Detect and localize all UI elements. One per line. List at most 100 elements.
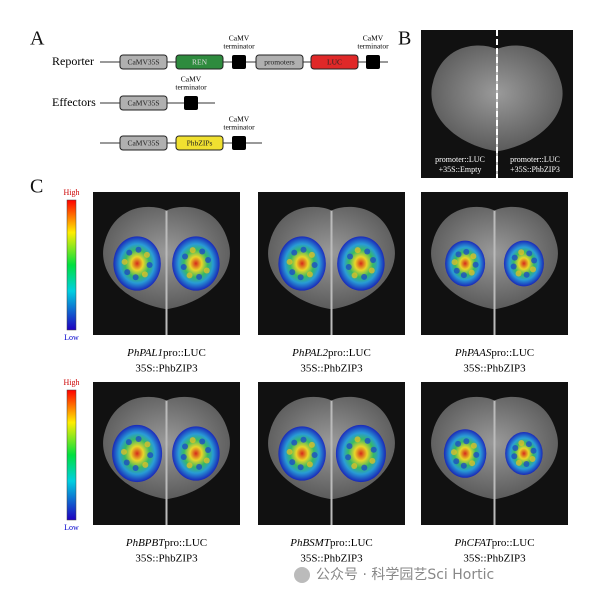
luminescence-speckle (518, 249, 525, 256)
construct-part (119, 95, 168, 111)
luminescence-speckle (180, 264, 187, 271)
construct-part (310, 54, 359, 70)
terminator-label: terminator (223, 42, 255, 51)
leaf-effector: 35S::PhbZIP3 (300, 553, 363, 565)
luminescence (278, 426, 326, 481)
luminescence-speckle (370, 256, 377, 263)
luminescence-speckle (364, 437, 371, 444)
luminescence-speckle (199, 248, 206, 255)
luminescence-speckle (345, 264, 352, 271)
luminescence-speckle (135, 436, 142, 443)
luminescence-speckle (132, 464, 139, 471)
luminescence-speckle (125, 439, 132, 446)
luminescence-speckle (291, 439, 298, 446)
caption: promoter::LUC (435, 155, 485, 164)
gene-name: PhPAL2 (291, 347, 328, 359)
luminescence-speckle (460, 272, 467, 279)
luminescence-speckle (186, 272, 193, 279)
part-label: CaMV35S (127, 139, 159, 148)
luminescence-speckle (472, 261, 479, 268)
terminator (232, 136, 246, 150)
luminescence (278, 236, 326, 291)
luminescence-speckle (144, 441, 151, 448)
row-label: Reporter (52, 54, 94, 68)
terminator-label: terminator (357, 42, 389, 51)
luminescence-speckle (460, 462, 467, 469)
luminescence-speckle (530, 447, 537, 454)
luminescence-speckle (189, 247, 196, 254)
luminescence-speckle (308, 441, 315, 448)
watermark: 公众号 · 科学园艺Sci Hortic (316, 567, 494, 583)
watermark-icon (294, 567, 310, 583)
terminator (366, 55, 380, 69)
leaf-effector: 35S::PhbZIP3 (135, 363, 198, 375)
gene-name: PhBSMT (289, 537, 331, 549)
luminescence (172, 426, 220, 481)
luminescence-speckle (518, 439, 525, 446)
luminescence-speckle (203, 267, 210, 274)
luminescence (503, 240, 544, 287)
luminescence-speckle (147, 452, 154, 459)
panel-label: C (30, 176, 43, 198)
luminescence (112, 424, 163, 483)
luminescence-speckle (196, 463, 203, 470)
luminescence-speckle (135, 246, 142, 253)
luminescence-speckle (182, 443, 189, 450)
luminescence-speckle (121, 258, 128, 265)
luminescence-speckle (453, 458, 460, 465)
luminescence-speckle (515, 270, 522, 277)
part-label: CaMV35S (127, 58, 159, 67)
luminescence-speckle (143, 251, 150, 258)
construct-suffix: pro::LUC (328, 347, 371, 359)
luminescence-speckle (368, 267, 375, 274)
luminescence-speckle (297, 464, 304, 471)
luminescence-speckle (308, 251, 315, 258)
luminescence-speckle (470, 253, 477, 260)
leaf-caption: PhBSMTpro::LUC (289, 537, 373, 549)
luminescence-speckle (473, 451, 480, 458)
luminescence-speckle (468, 269, 475, 276)
luminescence-speckle (364, 248, 371, 255)
luminescence-speckle (199, 438, 206, 445)
luminescence-speckle (180, 454, 187, 461)
luminescence-speckle (361, 464, 368, 471)
scale-low: Low (64, 333, 79, 342)
terminator-label: CaMV (229, 115, 250, 124)
leaf-caption: PhPAASpro::LUC (454, 347, 534, 359)
luminescence-speckle (370, 446, 377, 453)
luminescence-speckle (146, 262, 153, 269)
leaf-caption: PhCFATpro::LUC (453, 537, 534, 549)
luminescence-speckle (291, 249, 298, 256)
luminescence-speckle (523, 271, 530, 278)
leaf-effector: 35S::PhbZIP3 (463, 553, 526, 565)
part-label: CaMV35S (127, 99, 159, 108)
luminescence-speckle (512, 444, 519, 451)
caption: promoter::LUC (510, 155, 560, 164)
leaf-effector: 35S::PhbZIP3 (135, 553, 198, 565)
leaf-caption: PhPAL2pro::LUC (291, 347, 371, 359)
luminescence-speckle (510, 263, 517, 270)
luminescence-speckle (132, 274, 139, 281)
caption: +35S::PhbZIP3 (510, 165, 560, 174)
luminescence (443, 429, 487, 478)
luminescence-speckle (205, 446, 212, 453)
luminescence-speckle (529, 455, 536, 462)
luminescence-speckle (463, 438, 470, 445)
luminescence-speckle (300, 436, 307, 443)
luminescence-speckle (311, 452, 318, 459)
luminescence-speckle (354, 247, 361, 254)
luminescence-speckle (182, 253, 189, 260)
luminescence-speckle (531, 257, 538, 264)
luminescence-speckle (351, 272, 358, 279)
luminescence-speckle (453, 267, 460, 274)
leaf-effector: 35S::PhbZIP3 (463, 363, 526, 375)
luminescence-speckle (455, 251, 462, 258)
luminescence-speckle (526, 250, 533, 257)
construct-suffix: pro::LUC (492, 537, 535, 549)
luminescence-speckle (120, 448, 127, 455)
luminescence-speckle (186, 462, 193, 469)
luminescence (505, 432, 543, 475)
luminescence-speckle (347, 253, 354, 260)
